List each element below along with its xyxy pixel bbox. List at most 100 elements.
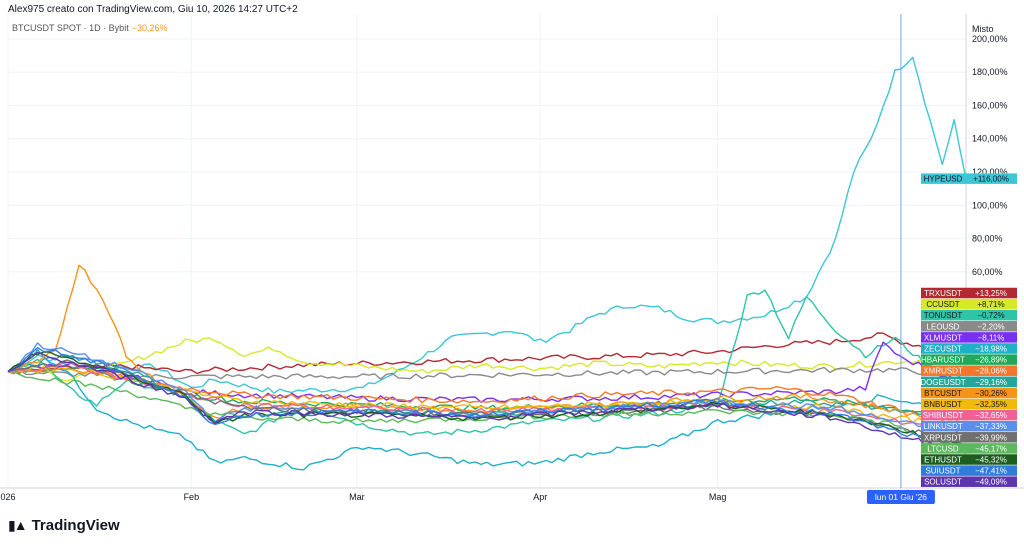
series-label-btcusdt: BTCUSDT −30,26% [921, 387, 1017, 399]
series-label-dogeusdt: DOGEUSDT −29,16% [920, 376, 1017, 388]
series-label-suiusdt: SUIUSDT −47,41% [921, 465, 1017, 476]
series-label-value: −47,41% [975, 467, 1007, 476]
series-label-name-bg [921, 432, 965, 443]
series-label-name: HYPEUSD [924, 175, 963, 184]
series-label-tonusdt: TONUSDT −0,72% [921, 309, 1017, 321]
series-label-name: XLMUSDT [924, 333, 962, 342]
symbol-legend[interactable]: BTCUSDT SPOT · 1D · Bybit −30,26% [12, 23, 167, 33]
series-label-linkusdt: LINKUSDT −37,33% [921, 420, 1017, 432]
series-label-trxusdt: TRXUSDT +13,25% [921, 287, 1017, 299]
series-lines [7, 56, 967, 471]
series-label-value-bg [965, 465, 1017, 476]
series-label-value-bg [965, 298, 1017, 310]
symbol-change: −30,26% [131, 23, 168, 33]
series-label-name-bg [921, 309, 965, 321]
x-tick-label: 026 [0, 492, 15, 502]
series-label-value-bg [965, 376, 1017, 388]
series-line-xlmusdt [7, 341, 967, 403]
series-label-name-bg [921, 465, 965, 476]
series-label-value-bg [965, 321, 1017, 332]
series-label-value: −30,26% [975, 389, 1007, 398]
x-tick-label: Mar [349, 492, 365, 502]
series-label-name-bg [921, 409, 965, 421]
series-label-value-bg [965, 354, 1017, 365]
series-label-value: −18,98% [975, 345, 1007, 354]
series-label-name-bg [921, 321, 965, 332]
series-label-name-bg [921, 287, 965, 299]
series-label-value: +13,25% [975, 289, 1007, 298]
series-label-name: LTCUSD [927, 444, 959, 453]
series-label-name-bg [921, 387, 965, 399]
series-label-hypeusd: HYPEUSD +116,00% [921, 173, 1017, 184]
series-label-name-bg [921, 476, 965, 487]
series-label-name-bg [921, 354, 965, 365]
series-label-name: XRPUSDT [924, 433, 962, 442]
series-line-leousd [7, 366, 967, 380]
grid [7, 14, 966, 488]
series-label-value: −45,17% [975, 444, 1007, 453]
series-label-name: XMRUSDT [923, 367, 963, 376]
series-label-xmrusdt: XMRUSDT −28,06% [921, 365, 1017, 376]
series-label-zecusdt: ZECUSDT −18,98% [921, 343, 1017, 354]
series-label-bnbusdt: BNBUSDT −32,35% [921, 398, 1017, 410]
series-label-value-bg [965, 332, 1017, 343]
series-label-name-bg [921, 298, 965, 310]
series-label-value-bg [965, 420, 1017, 432]
series-label-value-bg [965, 454, 1017, 465]
series-label-value: −26,89% [975, 356, 1007, 365]
series-label-name-bg [921, 343, 965, 354]
series-label-value-bg [965, 476, 1017, 487]
y-tick-label: 160,00% [972, 100, 1008, 110]
y-tick-label: 100,00% [972, 200, 1008, 210]
series-line-solusdt [7, 351, 967, 454]
series-label-value-bg [965, 443, 1017, 454]
series-label-value: −28,06% [975, 367, 1007, 376]
series-label-name: SHIBUSDT [923, 411, 964, 420]
series-line-hypeusd [7, 56, 967, 394]
series-label-value: −32,35% [975, 400, 1007, 409]
y-tick-label: 180,00% [972, 67, 1008, 77]
series-label-value: −32,65% [975, 411, 1007, 420]
series-label-name: LEOUSD [927, 322, 960, 331]
series-label-value: −8,11% [978, 333, 1005, 342]
series-labels: HYPEUSD +116,00% TRXUSDT +13,25% CCUSDT +8,71… [920, 173, 1017, 487]
series-label-name: ZECUSDT [924, 345, 962, 354]
series-label-value-bg [965, 387, 1017, 399]
series-label-name-bg [921, 365, 965, 376]
series-label-ltcusd: LTCUSD −45,17% [921, 443, 1017, 454]
series-label-value-bg [965, 173, 1017, 184]
series-label-value: −49,09% [975, 478, 1007, 487]
series-label-value-bg [965, 309, 1017, 321]
y-tick-label: 80,00% [972, 234, 1003, 244]
series-label-value-bg [965, 365, 1017, 376]
series-label-value-bg [965, 343, 1017, 354]
y-tick-label: 140,00% [972, 134, 1008, 144]
series-label-xrpusdt: XRPUSDT −39,99% [921, 432, 1017, 443]
series-label-name: TONUSDT [924, 311, 963, 320]
series-label-name: LINKUSDT [923, 422, 963, 431]
series-label-value: −45,32% [975, 456, 1007, 465]
series-label-name-bg [921, 420, 965, 432]
series-label-value: +116,00% [973, 175, 1009, 184]
series-label-name-bg [921, 173, 965, 184]
series-label-value: +8,71% [977, 300, 1004, 309]
series-label-name: ETHUSDT [924, 456, 962, 465]
series-label-ethusdt: ETHUSDT −45,32% [921, 454, 1017, 465]
series-label-value-bg [965, 287, 1017, 299]
series-line-trxusdt [7, 332, 967, 375]
crosshair-label: lun 01 Giu '26 [875, 492, 927, 502]
x-tick-label: Feb [184, 492, 200, 502]
tradingview-logo[interactable]: ▮▲ TradingView [8, 517, 120, 534]
series-label-name: SUIUSDT [925, 467, 960, 476]
series-label-leousd: LEOUSD −2,20% [921, 321, 1017, 332]
x-tick-label: Apr [533, 492, 547, 502]
tradingview-logo-icon: ▮▲ [8, 517, 28, 533]
series-label-xlmusdt: XLMUSDT −8,11% [921, 332, 1017, 343]
series-label-solusdt: SOLUSDT −49,09% [921, 476, 1017, 487]
series-line-zecusdt [7, 348, 967, 471]
series-label-value-bg [965, 398, 1017, 410]
series-label-value: −2,20% [977, 322, 1004, 331]
series-label-name-bg [921, 454, 965, 465]
